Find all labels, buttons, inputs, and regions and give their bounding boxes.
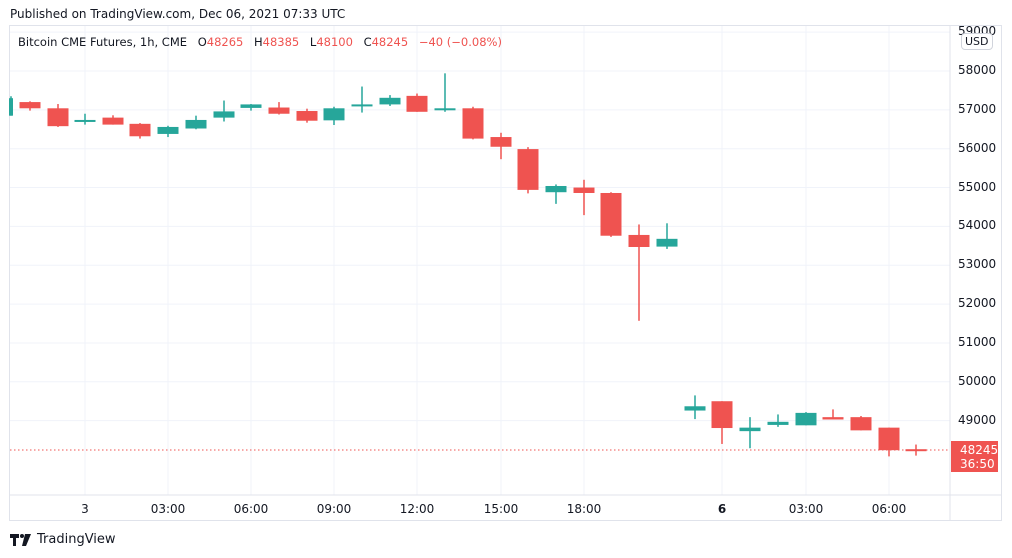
candle[interactable] (878, 427, 900, 457)
published-caption: Published on TradingView.com, Dec 06, 20… (10, 7, 346, 21)
high-value: 48385 (262, 35, 300, 49)
chart-legend: Bitcoin CME Futures, 1h, CME O48265 H483… (18, 35, 502, 49)
candle[interactable] (19, 101, 41, 111)
candle[interactable] (545, 184, 567, 204)
symbol-title: Bitcoin CME Futures, 1h, CME (18, 35, 188, 49)
time-tick-label: 12:00 (399, 502, 435, 516)
high-label: H (254, 35, 263, 49)
candle[interactable] (434, 73, 456, 112)
candle[interactable] (74, 113, 96, 125)
price-tick-label: 56000 (958, 140, 997, 155)
last-price-value: 48245 (960, 443, 999, 457)
candle[interactable] (213, 100, 235, 122)
open-value: 48265 (206, 35, 244, 49)
candle[interactable] (739, 417, 761, 449)
time-tick-label: 06:00 (233, 502, 269, 516)
time-tick-label: 09:00 (316, 502, 352, 516)
candle[interactable] (323, 106, 345, 126)
time-tick-label: 06:00 (871, 502, 907, 516)
candle[interactable] (517, 147, 539, 194)
time-tick-label: 18:00 (566, 502, 602, 516)
candle[interactable] (850, 415, 872, 431)
currency-button[interactable]: USD (961, 33, 993, 50)
price-tick-label: 49000 (958, 412, 997, 427)
price-tick-label: 51000 (958, 334, 997, 349)
price-tick-label: 53000 (958, 257, 997, 272)
price-tick-label: 50000 (958, 373, 997, 388)
candle[interactable] (379, 95, 401, 106)
candle[interactable] (490, 132, 512, 160)
candle[interactable] (268, 102, 290, 115)
candle[interactable] (628, 224, 650, 321)
candle[interactable] (185, 115, 207, 130)
last-price-badge: 48245 36:50 (951, 441, 998, 472)
candle[interactable] (795, 412, 817, 426)
time-tick-label: 3 (81, 502, 89, 516)
candle[interactable] (9, 96, 13, 116)
tradingview-logo-icon (10, 533, 31, 546)
bar-countdown: 36:50 (960, 457, 995, 471)
candle[interactable] (240, 104, 262, 111)
time-tick-label: 15:00 (483, 502, 519, 516)
candle[interactable] (102, 115, 124, 125)
price-tick-label: 57000 (958, 101, 997, 116)
close-value: 48245 (371, 35, 409, 49)
candle[interactable] (462, 106, 484, 140)
candle[interactable] (822, 409, 844, 420)
low-value: 48100 (316, 35, 353, 49)
open-label: O (197, 35, 207, 49)
candle[interactable] (47, 104, 69, 127)
low-label: L (309, 35, 317, 49)
candle[interactable] (573, 179, 595, 216)
price-tick-label: 55000 (958, 179, 997, 194)
candle[interactable] (129, 123, 151, 139)
price-tick-label: 54000 (958, 218, 997, 233)
candle[interactable] (600, 192, 622, 237)
candle[interactable] (296, 108, 318, 123)
candle[interactable] (767, 414, 789, 427)
candle[interactable] (905, 444, 927, 456)
time-tick-label: 03:00 (150, 502, 186, 516)
change-value: −40 (−0.08%) (418, 35, 502, 49)
candle[interactable] (351, 86, 373, 113)
candle[interactable] (656, 223, 678, 249)
close-label: C (363, 35, 372, 49)
tradingview-footer-logo[interactable]: TradingView (10, 532, 116, 547)
candle[interactable] (684, 395, 706, 420)
time-tick-label: 6 (717, 502, 727, 516)
price-tick-label: 52000 (958, 296, 997, 311)
price-tick-label: 58000 (958, 63, 997, 77)
time-tick-label: 03:00 (788, 502, 824, 516)
footer-brand: TradingView (37, 532, 116, 547)
candle[interactable] (711, 401, 733, 444)
candle[interactable] (157, 125, 179, 138)
chart-frame[interactable] (9, 25, 1002, 521)
candle[interactable] (406, 93, 428, 112)
